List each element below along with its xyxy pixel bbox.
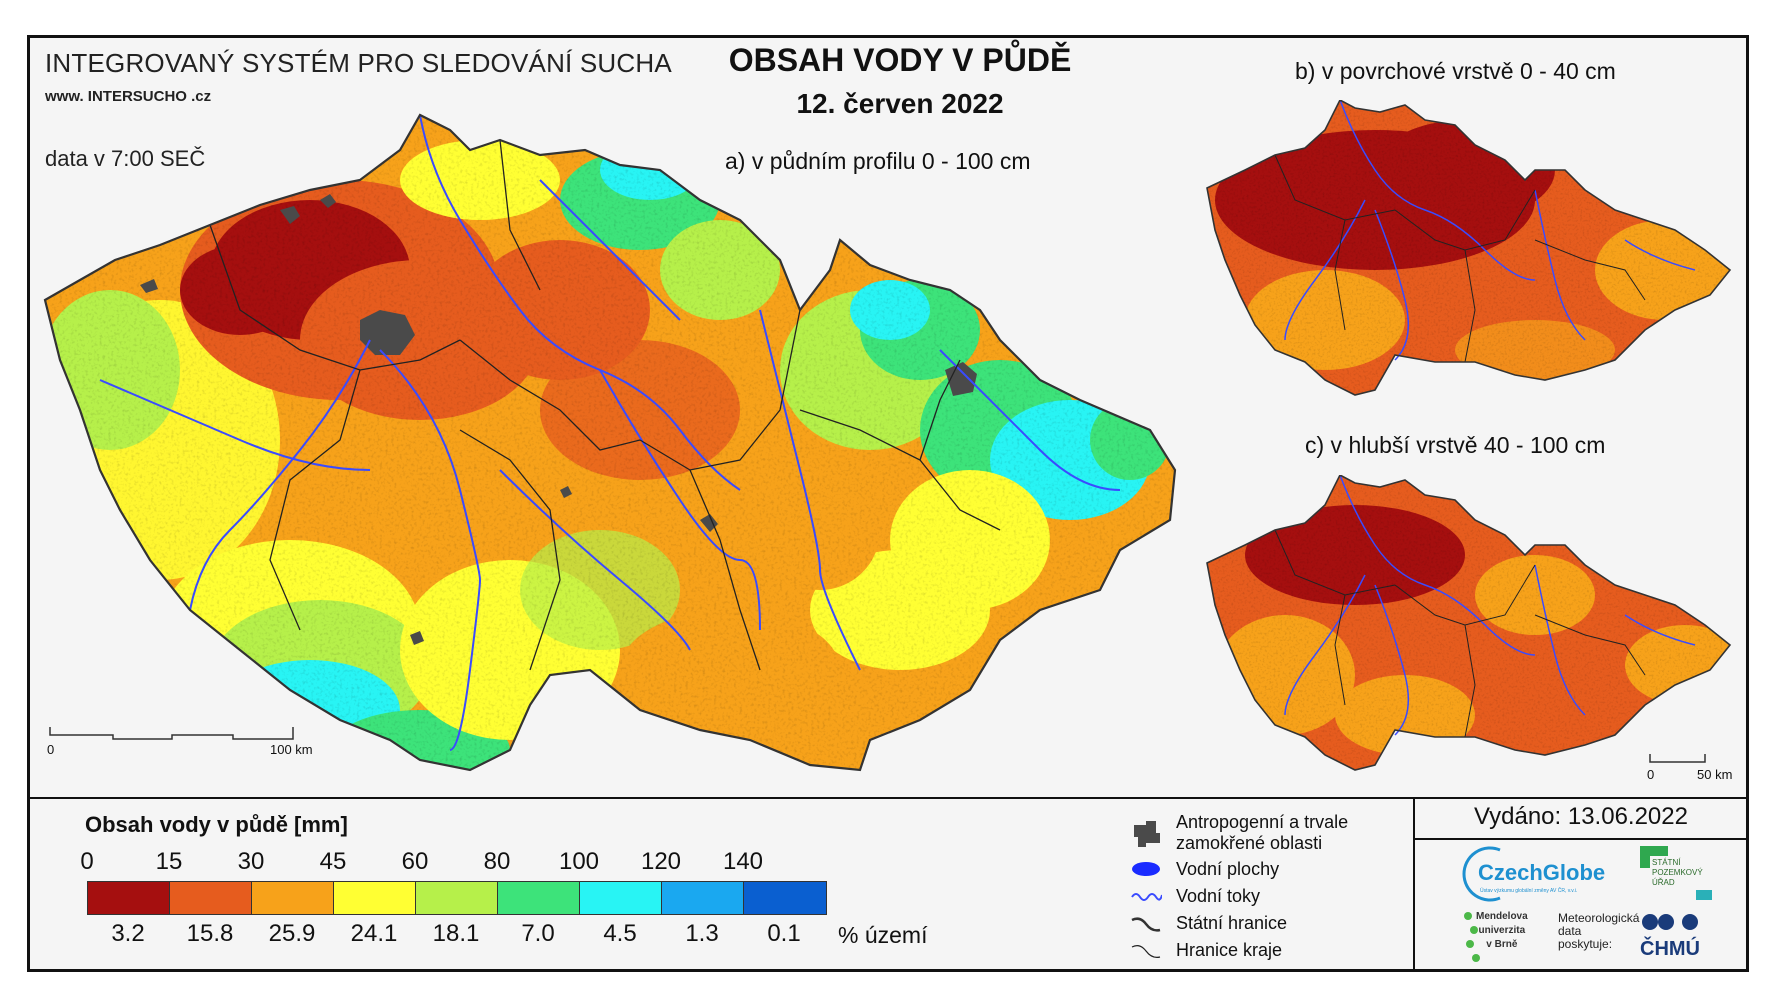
legend-separator — [27, 797, 1749, 799]
small-scale-bar — [1649, 754, 1706, 763]
legend-threshold-label: 140 — [722, 848, 764, 875]
legend-threshold-label: 100 — [558, 848, 600, 875]
legend-threshold-label: 80 — [483, 848, 511, 875]
data-time: data v 7:00 SEČ — [45, 146, 206, 171]
legend-region-border: Hranice kraje — [1130, 939, 1282, 961]
legend-threshold-label: 15 — [155, 848, 183, 875]
legend-area-percent-value: 25.9 — [268, 920, 316, 947]
legend-area-percent-value: 1.3 — [685, 920, 719, 947]
panel-b-title: b) v povrchové vrstvě 0 - 40 cm — [1295, 58, 1616, 84]
issued-separator — [1413, 797, 1415, 972]
legend-area-percent-value: 3.2 — [111, 920, 145, 947]
percent-unit: % území — [838, 922, 928, 948]
surface-layer-map — [1206, 100, 1732, 396]
panel-a-title: a) v půdním profilu 0 - 100 cm — [725, 148, 1031, 174]
legend-color-bar — [87, 881, 827, 915]
legend-color-cell — [662, 882, 744, 914]
czechglobe-subtitle: Ústav výzkumu globální změny AV ČR, v.v.… — [1480, 888, 1578, 894]
region-border-label: Hranice kraje — [1176, 939, 1283, 960]
main-soil-water-map — [43, 113, 1177, 772]
legend-threshold-label: 45 — [319, 848, 347, 875]
chmu-mark-icon — [1642, 914, 1698, 930]
legend-threshold-label: 30 — [237, 848, 265, 875]
spu-logo: STÁTNÍ POZEMKOVÝ ÚŘAD — [1640, 846, 1740, 906]
legend-rivers: Vodní toky — [1130, 885, 1260, 907]
map-title: OBSAH VODY V PŮDĚ — [728, 42, 1072, 78]
legend-color-cell — [416, 882, 498, 914]
legend-threshold-label: 120 — [640, 848, 682, 875]
legend-title: Obsah vody v půdě [mm] — [85, 812, 348, 837]
legend-color-cell — [334, 882, 416, 914]
small-scale-end: 50 km — [1697, 767, 1733, 782]
legend-area-percent-value: 18.1 — [432, 920, 480, 947]
issued-date: Vydáno: 13.06.2022 — [1474, 803, 1688, 830]
small-scale-start: 0 — [1647, 767, 1655, 782]
czechglobe-arc-icon — [1462, 846, 1501, 902]
state-border — [43, 113, 1177, 772]
rivers — [99, 114, 1121, 751]
region-borders — [209, 139, 1001, 671]
mendel-logo: Mendelova univerzita v Brně — [1462, 910, 1552, 970]
legend-color-cell — [498, 882, 580, 914]
panel-c-title: c) v hlubší vrstvě 40 - 100 cm — [1305, 432, 1606, 458]
mendel-name: Mendelova univerzita v Brně — [1476, 911, 1528, 950]
czechglobe-name: CzechGlobe — [1478, 860, 1606, 885]
legend-threshold-label: 60 — [401, 848, 429, 875]
legend-water-bodies: Vodní plochy — [1130, 858, 1279, 880]
main-scale-end: 100 km — [270, 742, 313, 757]
legend-area-percent-value: 4.5 — [603, 920, 637, 947]
legend-area-percent-value: 0.1 — [767, 920, 801, 947]
main-scale-start: 0 — [47, 742, 55, 757]
anthropogenic-label: Antropogenní a trvale zamokřené oblasti — [1176, 812, 1349, 853]
spu-mark-icon — [1640, 846, 1668, 856]
spu-accent-icon — [1696, 890, 1712, 900]
issued-underline — [1413, 838, 1749, 840]
czechglobe-logo: CzechGlobe Ústav výzkumu globální změny … — [1460, 846, 1620, 906]
legend-color-cell — [580, 882, 662, 914]
anthropogenic-patches — [140, 194, 977, 645]
meteo-data-label: Meteorologická data poskytuje: — [1558, 911, 1640, 951]
state-border-label: Státní hranice — [1176, 912, 1288, 933]
spu-name: STÁTNÍ POZEMKOVÝ ÚŘAD — [1652, 858, 1703, 887]
system-title: INTEGROVANÝ SYSTÉM PRO SLEDOVÁNÍ SUCHA — [45, 48, 672, 78]
legend-color-cell — [744, 882, 826, 914]
main-scale-bar — [49, 727, 294, 740]
deep-layer-map — [1206, 475, 1732, 771]
legend-anthropogenic: Antropogenní a trvale zamokřené oblasti — [1130, 812, 1348, 854]
river-icon — [1131, 893, 1162, 901]
legend-threshold-label: 0 — [80, 848, 94, 875]
legend-color-cell — [88, 882, 170, 914]
legend-color-cell — [170, 882, 252, 914]
anthropogenic-icon — [1134, 821, 1160, 847]
chmu-logo: ČHMÚ — [1640, 910, 1740, 965]
legend-area-percent-value: 15.8 — [186, 920, 234, 947]
map-date: 12. červen 2022 — [796, 88, 1004, 119]
legend-color-cell — [252, 882, 334, 914]
water-body-icon — [1132, 862, 1160, 876]
legend-state-border: Státní hranice — [1130, 912, 1287, 934]
rivers-label: Vodní toky — [1176, 885, 1261, 906]
website-link[interactable]: www. INTERSUCHO .cz — [45, 88, 212, 105]
mendel-dots-icon — [1464, 912, 1480, 962]
legend-area-percent-value: 24.1 — [350, 920, 398, 947]
legend-area-percent-value: 7.0 — [521, 920, 555, 947]
water-bodies-label: Vodní plochy — [1176, 858, 1280, 879]
state-border-icon — [1131, 917, 1161, 932]
chmu-name: ČHMÚ — [1640, 938, 1700, 960]
region-border-icon — [1131, 945, 1161, 958]
